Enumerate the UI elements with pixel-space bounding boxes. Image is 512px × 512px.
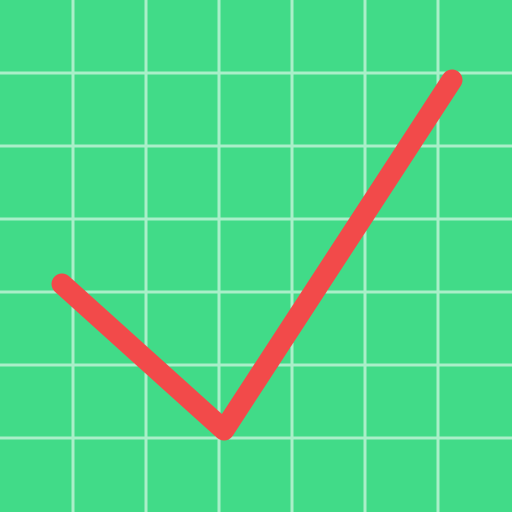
checkmark-icon [51,69,463,441]
